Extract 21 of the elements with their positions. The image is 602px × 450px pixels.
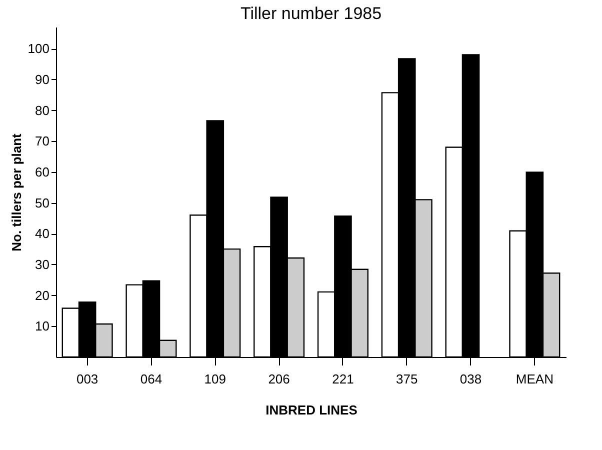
y-axis-title: No. tillers per plant <box>8 132 24 252</box>
chart-title: Tiller number 1985 <box>240 4 382 23</box>
y-tick-label: 80 <box>35 102 50 118</box>
x-tick-label: 064 <box>140 372 162 386</box>
y-tick-label: 40 <box>35 226 50 242</box>
x-tick-label: MEAN <box>516 372 554 386</box>
y-tick-label: 10 <box>35 318 50 334</box>
x-tick-label: 221 <box>332 372 354 386</box>
y-tick-label: 30 <box>35 256 50 272</box>
y-tick-label: 100 <box>28 41 50 56</box>
y-tick-label: 50 <box>35 195 50 210</box>
y-tick-label: 60 <box>35 164 50 180</box>
x-axis-title: INBRED LINES <box>266 402 358 418</box>
y-tick-label: 20 <box>35 288 50 303</box>
y-tick-label: 70 <box>35 134 50 149</box>
y-tick-label: 90 <box>35 72 50 87</box>
x-tick-label: 109 <box>204 372 226 386</box>
x-tick-label: 003 <box>76 372 98 386</box>
x-tick-label: 375 <box>396 372 418 386</box>
x-tick-label: 038 <box>460 372 482 386</box>
x-tick-label: 206 <box>268 372 290 386</box>
